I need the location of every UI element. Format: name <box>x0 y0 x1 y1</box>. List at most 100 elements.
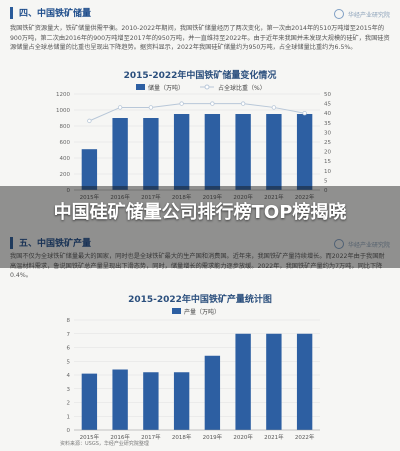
bar <box>235 114 251 190</box>
share-point <box>210 101 215 106</box>
bar <box>173 114 190 190</box>
y2-tick-label: 10 <box>324 169 331 175</box>
x-tick-label: 2018年 <box>172 193 192 201</box>
y-tick-label: 1200 <box>56 92 70 98</box>
share-point <box>148 105 154 110</box>
x-tick-label: 2018年 <box>172 433 192 441</box>
bar <box>143 372 159 430</box>
x-tick-label: 2020年 <box>233 193 253 201</box>
section-4-header: 四、中国铁矿储量 <box>10 6 91 19</box>
y-tick-label: 7 <box>67 332 71 338</box>
y2-tick-label: 25 <box>324 140 331 146</box>
section-marker <box>10 236 13 249</box>
y2-tick-label: 20 <box>324 150 331 156</box>
bar <box>204 114 221 190</box>
share-point <box>302 111 307 116</box>
share-point <box>240 101 246 106</box>
bar <box>173 372 190 430</box>
y-tick-label: 2 <box>67 401 71 407</box>
bar <box>296 333 313 430</box>
chart1-legend-line-label: 占全球比重（%） <box>218 84 266 92</box>
bar <box>266 333 282 430</box>
legend-bar-swatch <box>172 308 181 314</box>
bar <box>266 114 282 190</box>
section-5-header: 五、中国铁矿产量 <box>10 236 91 249</box>
y-tick-label: 8 <box>67 318 71 324</box>
y-tick-label: 1 <box>67 414 71 420</box>
y-tick-label: 6 <box>67 346 71 352</box>
x-tick-label: 2015年 <box>80 193 100 201</box>
x-tick-label: 2015年 <box>80 433 100 441</box>
x-tick-label: 2017年 <box>141 433 161 441</box>
x-tick-label: 2016年 <box>110 193 130 201</box>
bar <box>112 369 128 430</box>
y-tick-label: 600 <box>60 140 71 146</box>
chart1-line <box>87 101 307 124</box>
brand-watermark-mid: 华经产业研究院 <box>333 239 390 249</box>
chart1-legend: 储量（万吨） 占全球比重（%） <box>136 84 266 92</box>
bar <box>112 118 128 190</box>
section-4-paragraph: 我国铁矿资源量大，铁矿储量供需平衡。2010-2022年期间，我国铁矿储量经历了… <box>10 25 390 51</box>
y2-tick-label: 0 <box>324 188 328 194</box>
bar <box>81 373 98 430</box>
bar <box>143 118 159 190</box>
bar <box>296 114 313 190</box>
legend-bar-swatch <box>136 84 145 90</box>
chart1-grid <box>74 93 320 191</box>
y-tick-label: 5 <box>67 359 71 365</box>
chart2-axes: 0 1 2 3 4 5 6 7 8 2015年 2016年 2017年 2018年 2019年 2020年 2… <box>67 318 320 441</box>
chart2-grid <box>74 319 320 431</box>
legend-line-marker <box>204 84 210 90</box>
bar <box>81 149 98 190</box>
brand-name: 华经产业研究院 <box>347 11 390 19</box>
y-tick-label: 200 <box>60 172 71 178</box>
brand-logo-icon <box>333 239 344 249</box>
share-point <box>117 105 123 110</box>
x-tick-label: 2021年 <box>264 193 284 201</box>
brand-logo-icon <box>333 9 344 19</box>
x-tick-label: 2021年 <box>264 433 284 441</box>
headline-overlay <box>0 186 400 268</box>
share-line <box>89 103 305 122</box>
section-4-title: 四、中国铁矿储量 <box>19 9 92 19</box>
y2-tick-label: 45 <box>324 102 331 108</box>
y-tick-label: 400 <box>60 156 71 162</box>
section-5-title: 五、中国铁矿产量 <box>19 239 92 249</box>
bar <box>204 355 221 430</box>
x-tick-label: 2022年 <box>295 433 315 441</box>
y2-tick-label: 15 <box>324 159 331 165</box>
section-5-paragraph: 我国不仅为全球铁矿储量最大的国家，同时也是全球铁矿最大的生产国和消费国。近年来，… <box>10 253 385 279</box>
y2-tick-label: 50 <box>324 92 331 98</box>
y-tick-label: 0 <box>67 428 71 434</box>
x-tick-label: 2022年 <box>295 193 315 201</box>
chart2-bars <box>81 333 313 430</box>
x-tick-label: 2016年 <box>110 433 130 441</box>
production-chart: 产量（万吨） 0 1 2 3 4 5 6 7 8 2015年 2016年 2017年 2018年 2019… <box>67 308 320 441</box>
brand-name: 华经产业研究院 <box>347 241 390 249</box>
y-tick-label: 800 <box>60 124 71 130</box>
y2-tick-label: 5 <box>324 178 328 184</box>
chart2-legend-bar-label: 产量（万吨） <box>184 308 220 316</box>
y2-tick-label: 35 <box>324 121 331 127</box>
section-marker <box>10 6 13 19</box>
y-tick-label: 3 <box>67 387 71 393</box>
y-tick-label: 0 <box>67 188 71 194</box>
headline-title: 中国硅矿储量公司排行榜TOP榜揭晓 <box>53 202 347 223</box>
share-point <box>87 118 92 124</box>
y2-tick-label: 30 <box>324 130 331 136</box>
source-note: 资料来源：USGS，华经产业研究院整理 <box>60 441 149 447</box>
brand-watermark-top: 华经产业研究院 <box>333 9 390 19</box>
bar <box>235 333 251 430</box>
y-tick-label: 4 <box>67 373 71 379</box>
y2-tick-label: 40 <box>324 111 331 117</box>
chart2-title: 2015-2022年中国铁矿产量统计图 <box>128 295 272 305</box>
x-tick-label: 2019年 <box>203 193 223 201</box>
chart1-title: 2015-2022年中国铁矿储量变化情况 <box>123 71 277 81</box>
x-tick-label: 2017年 <box>141 193 161 201</box>
x-tick-label: 2020年 <box>233 433 253 441</box>
chart2-legend: 产量（万吨） <box>172 308 220 316</box>
y-tick-label: 1000 <box>56 108 70 114</box>
chart1-legend-bar-label: 储量（万吨） <box>148 84 184 92</box>
